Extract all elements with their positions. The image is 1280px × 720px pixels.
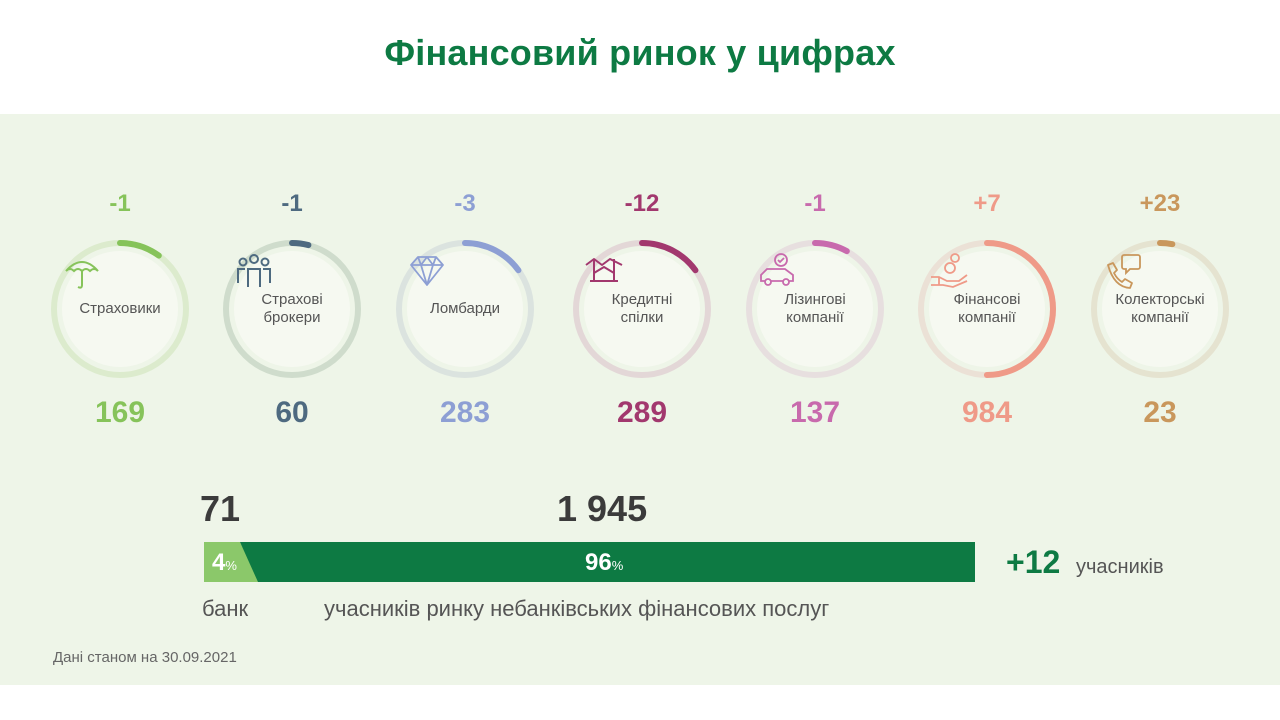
bank-count: 71 [200,488,241,529]
category-badge: Лізингові компанії [757,251,873,367]
category-change: +23 [1139,190,1181,217]
category-ring: Страховики [45,234,195,384]
category-ring: Ломбарди [390,234,540,384]
category-badge: Фінансові компанії [929,251,1045,367]
category-badge: Страховики [62,251,178,367]
category-count: 60 [275,396,309,429]
participants-change: +12 [1006,544,1061,580]
category-count: 169 [94,396,146,429]
category-badge: Страхові брокери [234,251,350,367]
bank-share-value: 4% [212,549,237,576]
category-card: -3 Ломбарди 283 [390,114,540,434]
category-badge: Колекторські компанії [1102,251,1218,367]
category-card: +23 Колекторські компанії 23 [1085,114,1235,434]
category-card: +7 Фінансові компанії 984 [912,114,1062,434]
category-ring-progress [746,240,884,378]
data-date-note: Дані станом на 30.09.2021 [53,649,237,666]
category-badge: Кредитні спілки [584,251,700,367]
category-card: -1 Страхові брокери 60 [217,114,367,434]
category-change: -1 [804,190,826,217]
category-label: Страховики [79,300,161,317]
category-change: -12 [624,190,660,217]
nonbank-label: учасників ринку небанківських фінансових… [324,596,830,621]
nonbank-share-value: 96% [585,549,624,576]
category-card: -12 Кредитні спілки 289 [567,114,717,434]
category-label: Фінансові компанії [953,291,1021,326]
category-count: 283 [439,396,491,429]
category-ring-progress [396,240,534,378]
category-ring: Кредитні спілки [567,234,717,384]
category-change: +7 [973,190,1001,217]
category-badge: Ломбарди [407,251,523,367]
participants-change-label: учасників [1076,556,1164,578]
stats-panel: -1 Страховики 169 -1 Страхові брокери 60 -3 Лом… [0,114,1280,685]
category-card: -1 Лізингові компанії 137 [740,114,890,434]
category-count: 984 [961,396,1013,429]
category-ring: Страхові брокери [217,234,367,384]
category-ring-progress [573,240,711,378]
category-label: Лізингові компанії [784,291,846,326]
category-change: -1 [281,190,303,217]
bank-label: банк [202,596,249,621]
category-ring-progress [51,240,189,378]
category-count: 289 [616,396,668,429]
category-label: Страхові брокери [261,291,323,326]
category-card: -1 Страховики 169 [45,114,195,434]
category-ring-progress [223,240,361,378]
category-label: Ломбарди [429,300,501,317]
category-count: 23 [1143,396,1177,429]
category-label: Кредитні спілки [611,291,673,326]
nonbank-share-bar: 96% [240,542,975,582]
category-change: -1 [109,190,131,217]
category-change: -3 [454,190,476,217]
category-ring: Фінансові компанії [912,234,1062,384]
page-title: Фінансовий ринок у цифрах [384,32,896,73]
nonbank-count: 1 945 [557,488,648,529]
category-label: Колекторські компанії [1115,291,1205,326]
category-ring-progress [1091,240,1229,378]
category-ring: Лізингові компанії [740,234,890,384]
bank-share-bar: 4% [204,542,260,582]
category-count: 137 [789,396,841,429]
category-ring: Колекторські компанії [1085,234,1235,384]
category-ring-progress [918,240,1056,378]
